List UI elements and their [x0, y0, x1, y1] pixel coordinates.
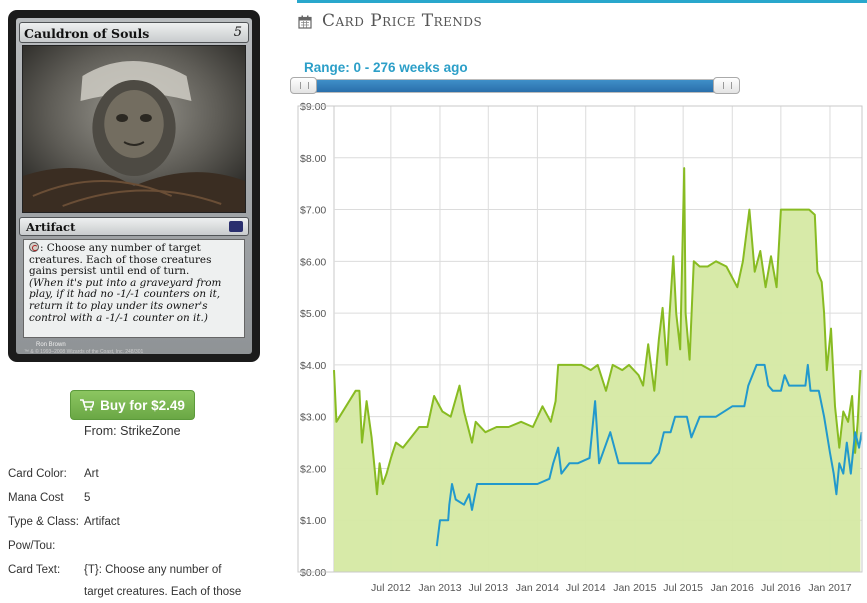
attr-value-mana-cost: 5: [84, 492, 91, 504]
chart-y-tick-label: $6.00: [300, 256, 326, 268]
chart-y-tick-label: $4.00: [300, 360, 326, 372]
buy-source: From: StrikeZone: [84, 424, 181, 438]
card-name: Cauldron of Souls: [24, 26, 150, 41]
chart-x-tick-label: Jan 2015: [613, 582, 656, 594]
attr-label-color: Card Color:: [8, 468, 67, 480]
card-title-bar: Cauldron of Souls 5: [19, 22, 249, 43]
attr-label-card-text: Card Text:: [8, 564, 61, 576]
chart-x-tick-label: Jul 2013: [468, 582, 508, 594]
chart-series-line-0: [333, 167, 862, 496]
tap-symbol-icon: [29, 242, 39, 252]
range-slider-handle-max[interactable]: [713, 77, 740, 94]
price-trend-chart: $0.00 $1.00 $2.00 $3.00 $4.00 $5.00 $6.00 $7.00…: [297, 101, 863, 594]
attr-value-type: Artifact: [84, 516, 120, 528]
attr-value-card-text: {T}: Choose any number of: [84, 564, 222, 576]
chart-y-tick-label: $2.00: [300, 463, 326, 475]
chart-x-tick-label: Jul 2015: [663, 582, 703, 594]
attr-value-color: Art: [84, 468, 99, 480]
card-text-box: : Choose any number of target creatures.…: [23, 239, 245, 338]
attr-label-mana-cost: Mana Cost: [8, 492, 64, 504]
card-mana-cost: 5: [233, 25, 242, 40]
chart-y-tick-label: $7.00: [300, 205, 326, 217]
card-copyright: ™ & © 1993–2008 Wizards of the Coast, In…: [24, 349, 144, 355]
chart-y-tick-label: $9.00: [300, 101, 326, 113]
attr-label-type: Type & Class:: [8, 516, 79, 528]
range-label: Range: 0 - 276 weeks ago: [304, 60, 468, 75]
chart-x-tick-label: Jul 2014: [566, 582, 606, 594]
range-slider-handle-min[interactable]: [290, 77, 317, 94]
chart-x-tick-label: Jul 2012: [371, 582, 411, 594]
calendar-icon: [298, 15, 312, 29]
card-type-line: Artifact: [26, 220, 76, 234]
chart-x-tick-label: Jul 2016: [761, 582, 801, 594]
chart-y-tick-label: $5.00: [300, 308, 326, 320]
section-top-rule: [297, 0, 867, 3]
attr-label-pow-tou: Pow/Tou:: [8, 540, 56, 552]
buy-button-label: Buy for $2.49: [100, 397, 185, 413]
card-ability-text: : Choose any number of target creatures.…: [29, 242, 212, 278]
chart-x-tick-label: Jan 2013: [418, 582, 461, 594]
card-artwork: [22, 45, 246, 213]
set-symbol-icon: [229, 221, 243, 232]
card-reminder-text: (When it's put into a graveyard from pla…: [29, 276, 222, 324]
range-slider-track[interactable]: [296, 79, 740, 93]
card-type-bar: Artifact: [19, 217, 249, 236]
chart-y-tick-label: $1.00: [300, 515, 326, 527]
chart-y-tick-label: $8.00: [300, 153, 326, 165]
card-artist: Ron Brown: [36, 342, 66, 348]
card-frame: Cauldron of Souls 5: [16, 18, 252, 355]
chart-series-line-1: [435, 363, 863, 547]
buy-button[interactable]: Buy for $2.49: [70, 390, 195, 420]
chart-y-tick-label: $0.00: [300, 567, 326, 579]
chart-series-area-0: [334, 168, 861, 572]
chart-y-tick-label: $3.00: [300, 412, 326, 424]
chart-x-tick-label: Jan 2017: [808, 582, 851, 594]
chart-x-tick-label: Jan 2016: [711, 582, 754, 594]
card-image: Cauldron of Souls 5: [8, 10, 260, 362]
chart-border: [297, 105, 863, 573]
attr-value-card-text-cont: target creatures. Each of those: [84, 586, 242, 598]
chart-x-tick-label: Jan 2014: [516, 582, 559, 594]
section-title: Card Price Trends: [322, 11, 483, 31]
shopping-cart-icon: [80, 399, 95, 411]
